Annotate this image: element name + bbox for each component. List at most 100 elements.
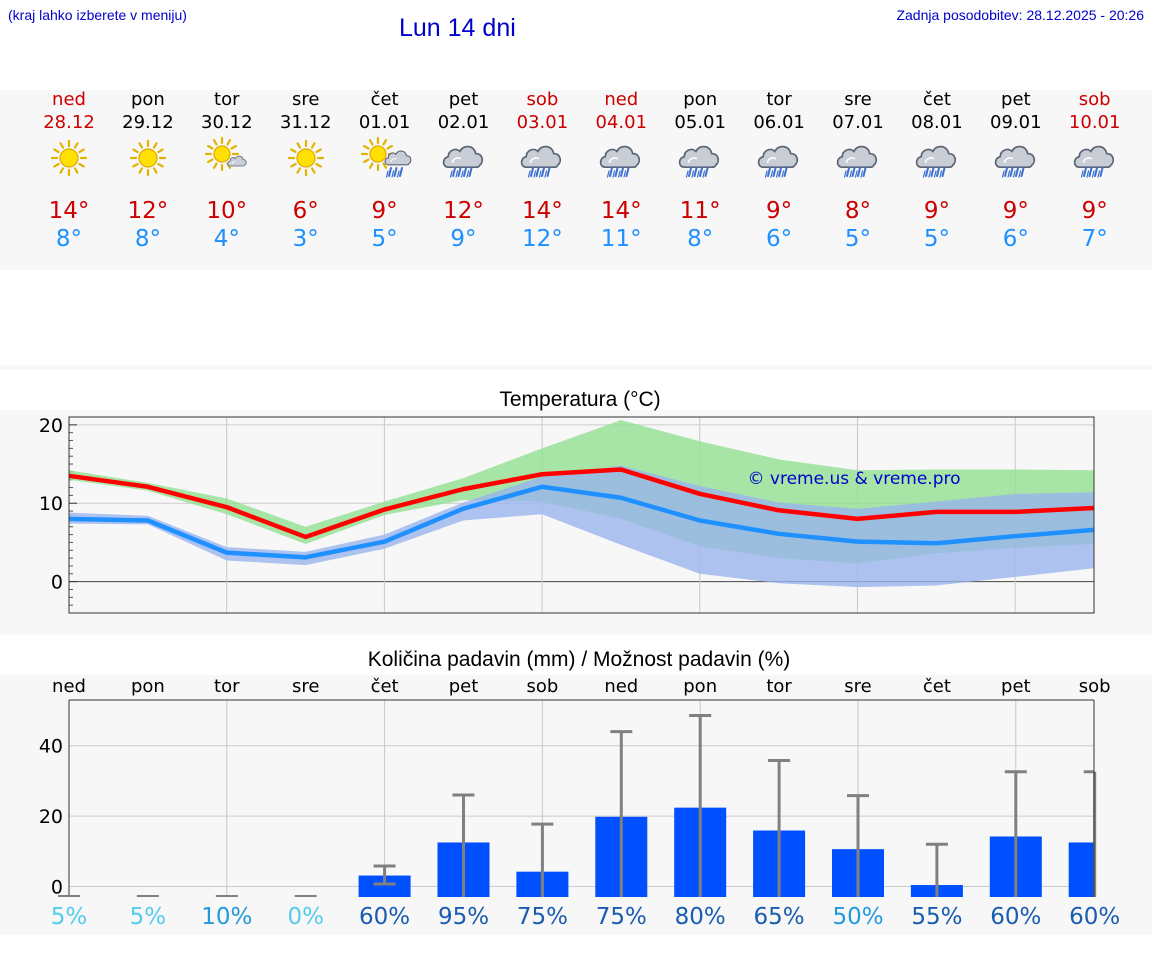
page-title: Lun 14 dni [399,14,516,42]
min-temperature: 6° [766,226,793,252]
day-date: 09.01 [990,112,1042,133]
temperature-plot-frame [68,416,1095,614]
min-temperature: 7° [1081,226,1108,252]
precipitation-probability: 5% [129,904,167,930]
day-date: 30.12 [201,112,253,133]
precipitation-probability: 5% [50,904,88,930]
day-name: pon [683,89,718,110]
max-temperature: 9° [923,198,950,224]
day-name: sre [844,89,872,110]
precipitation-probability: 75% [516,904,568,930]
sun-rain-icon [345,136,425,192]
rain-icon [581,136,661,192]
max-temperature: 12° [443,198,484,224]
precipitation-bar [358,875,411,897]
min-temperature: 8° [55,226,83,252]
precipitation-probability: 10% [201,904,253,930]
max-temperature: 9° [1002,198,1029,224]
day-date: 01.01 [358,112,411,133]
min-temperature: 5° [844,226,872,252]
precipitation-day-label: tor [214,676,240,697]
precipitation-day-label: pet [1001,676,1031,697]
precipitation-probability: 60% [1069,904,1121,930]
precipitation-chart-title: Količina padavin (mm) / Možnost padavin … [367,648,791,671]
min-temperature: 5° [371,226,398,252]
max-temperature: 9° [766,198,793,224]
sun-icon [29,136,109,192]
rain-icon [1055,136,1135,192]
max-temperature: 9° [1081,198,1108,224]
precipitation-tick-label: 0 [51,876,63,898]
day-name: pon [130,89,165,110]
precipitation-day-label: pon [130,676,165,697]
precipitation-probability: 65% [753,904,805,930]
max-temperature-line [68,467,1095,540]
day-name: pet [1001,89,1031,110]
precipitation-day-label: pet [448,676,479,697]
precipitation-day-label: pon [683,676,718,697]
watermark: © vreme.us & vreme.pro [747,469,960,489]
precipitation-probability: 0% [287,904,324,930]
precipitation-day-label: ned [604,676,639,697]
max-temperature: 14° [522,198,563,224]
temperature-chart-title: Temperatura (°C) [499,388,661,411]
rain-icon [502,136,582,192]
day-date: 08.01 [911,112,963,133]
min-range-band [69,465,1094,588]
day-date: 28.12 [43,112,95,133]
separator [0,365,1152,370]
min-temperature: 9° [450,226,477,252]
day-name: sob [526,89,559,110]
max-temperature: 14° [48,198,90,224]
day-date: 29.12 [122,112,174,133]
max-temperature: 11° [679,198,721,224]
rain-icon [660,136,740,192]
day-date: 03.01 [516,112,569,133]
precipitation-probability: 60% [359,904,411,930]
min-temperature: 11° [600,226,642,252]
min-temperature: 8° [134,226,161,252]
precipitation-day-label: čet [370,676,399,697]
rain-icon [818,136,898,192]
last-update: Zadnja posodobitev: 28.12.2025 - 20:26 [896,7,1144,23]
min-temperature: 5° [923,226,950,252]
precipitation-plot-area [69,700,1094,897]
min-temperature: 3° [292,226,319,252]
precipitation-probability: 60% [990,904,1042,930]
min-temperature: 6° [1002,226,1029,252]
max-temperature: 9° [371,198,398,224]
rain-icon [739,136,819,192]
max-temperature: 6° [292,198,319,224]
day-name: čet [922,89,951,110]
forecast-band [0,90,1152,270]
precipitation-probability: 50% [832,904,884,930]
location-note: (kraj lahko izberete v meniju) [8,7,187,23]
day-name: ned [604,89,639,110]
temperature-tick-label: 20 [39,415,63,437]
day-date: 02.01 [437,112,490,133]
day-name: pet [448,89,479,110]
day-date: 10.01 [1068,112,1121,133]
temperature-tick-label: 10 [39,493,63,515]
precipitation-probability: 55% [911,904,963,930]
min-temperature: 8° [687,226,714,252]
rain-icon [976,136,1056,192]
precipitation-day-label: ned [52,676,86,697]
max-temperature: 10° [206,198,248,224]
precipitation-day-label: sob [526,676,559,697]
precipitation-probability: 75% [595,904,647,930]
precipitation-day-label: čet [922,676,951,697]
sun-icon [266,136,346,192]
min-temperature-line [68,484,1095,560]
precipitation-probability: 80% [674,904,726,930]
day-date: 04.01 [595,112,648,133]
day-name: ned [52,89,86,110]
sun-icon [108,136,188,192]
precipitation-day-label: sre [844,676,872,697]
precipitation-bar [1068,842,1094,897]
max-temperature: 8° [844,198,872,224]
max-temperature: 12° [127,198,169,224]
min-temperature: 4° [213,226,240,252]
day-date: 31.12 [279,112,332,133]
